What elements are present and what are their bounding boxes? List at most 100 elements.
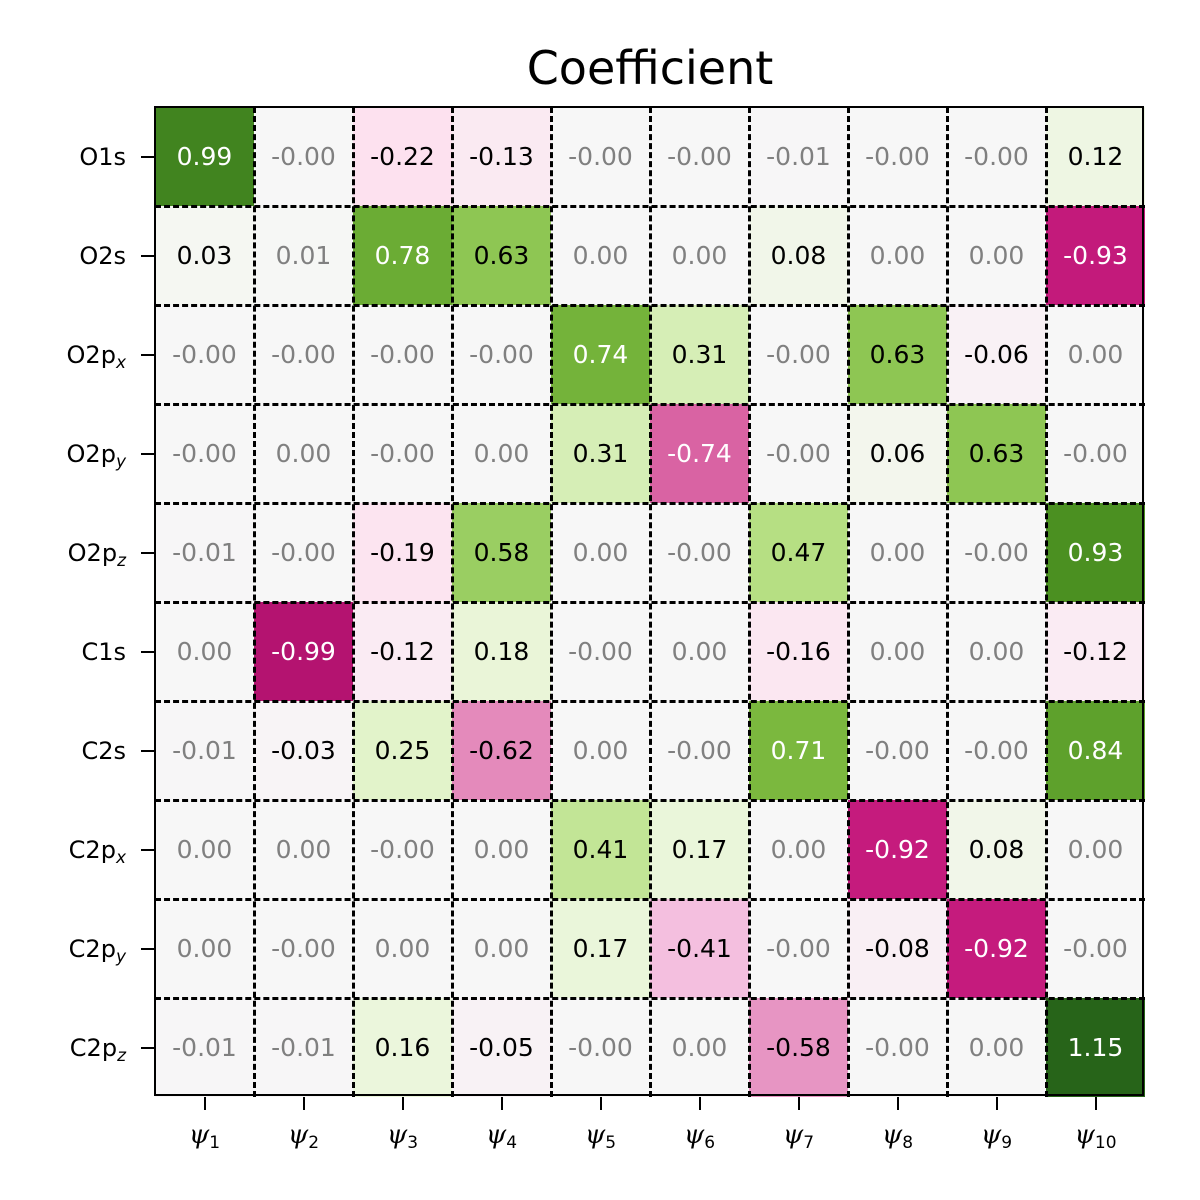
grid-line-horizontal [155,303,1145,307]
y-tick-label: O2pz [68,538,126,576]
heatmap-cell: -0.19 [353,503,452,602]
heatmap-cell: -0.01 [155,998,254,1097]
heatmap-cell: -0.13 [452,107,551,206]
heatmap-cell: 0.00 [155,899,254,998]
y-tick-label-subscript: y [115,946,126,967]
y-tick-label-base: C1s [81,637,126,666]
y-tick-label-base: O2s [79,241,126,270]
x-tick [599,1097,602,1110]
y-tick-label-base: O1s [79,142,126,171]
heatmap-cell: -0.00 [353,800,452,899]
heatmap-cell: -0.00 [1046,899,1145,998]
heatmap-cell: -0.00 [254,305,353,404]
heatmap-cell: -0.01 [155,701,254,800]
y-tick-label-base: O2p [66,340,116,369]
heatmap-cell: -0.00 [848,998,947,1097]
heatmap-cell: -0.00 [353,404,452,503]
x-tick-label-base: ψ [287,1120,309,1150]
y-tick [141,848,154,851]
heatmap-cell: -0.00 [155,305,254,404]
heatmap-cell: -0.05 [452,998,551,1097]
x-tick [203,1097,206,1110]
x-tick-label: ψ3 [363,1120,443,1153]
heatmap-cell: 0.00 [947,602,1046,701]
heatmap-cell: -0.00 [947,107,1046,206]
heatmap-cell: 0.01 [254,206,353,305]
heatmap-cell: 0.00 [155,800,254,899]
x-tick-label-base: ψ [386,1120,408,1150]
heatmap-cell: -0.00 [749,404,848,503]
heatmap-cell: 0.00 [551,701,650,800]
heatmap-cell: 0.00 [155,602,254,701]
heatmap-cell: 0.00 [848,206,947,305]
heatmap-cell: 0.18 [452,602,551,701]
heatmap-cell: -0.00 [749,305,848,404]
heatmap-cell: -0.92 [947,899,1046,998]
heatmap-cell: 0.17 [650,800,749,899]
heatmap-cell: 0.00 [848,602,947,701]
x-tick-label-base: ψ [188,1120,210,1150]
y-tick-label-base: C2s [81,736,126,765]
y-tick [141,650,154,653]
heatmap-cell: -0.16 [749,602,848,701]
x-tick-label: ψ10 [1056,1120,1136,1153]
x-tick [896,1097,899,1110]
heatmap-cell: -0.00 [848,107,947,206]
heatmap-cell: -0.99 [254,602,353,701]
heatmap-cell: -0.74 [650,404,749,503]
x-tick [1094,1097,1097,1110]
grid-line-horizontal [155,402,1145,406]
x-tick-label: ψ8 [858,1120,938,1153]
heatmap-cell: 0.78 [353,206,452,305]
heatmap-cell: -0.41 [650,899,749,998]
heatmap-cell: 0.00 [947,998,1046,1097]
y-tick [141,551,154,554]
heatmap-cell: 0.99 [155,107,254,206]
heatmap-cell: 0.84 [1046,701,1145,800]
heatmap-cell: -0.06 [947,305,1046,404]
heatmap-cell: -0.00 [551,602,650,701]
heatmap-cell: 0.00 [749,800,848,899]
heatmap-cell: -0.01 [155,503,254,602]
heatmap-cell: 0.00 [353,899,452,998]
heatmap-cell: -0.58 [749,998,848,1097]
heatmap-cell: 0.00 [650,998,749,1097]
heatmap-cell: -0.08 [848,899,947,998]
y-tick-label: O2py [67,439,126,477]
heatmap-cell: 0.00 [1046,800,1145,899]
x-tick-label-subscript: 9 [1001,1133,1013,1153]
heatmap-cell: 0.74 [551,305,650,404]
heatmap-cell: -0.00 [353,305,452,404]
y-tick [141,353,154,356]
y-tick [141,947,154,950]
x-tick [500,1097,503,1110]
heatmap-cell: -0.00 [254,899,353,998]
x-tick [401,1097,404,1110]
y-tick-label: C2px [69,835,126,873]
heatmap-cell: -0.00 [947,503,1046,602]
heatmap-cell: 0.47 [749,503,848,602]
x-tick-label-subscript: 6 [704,1133,716,1153]
y-tick-label: C2py [69,934,126,972]
heatmap-cell: 0.17 [551,899,650,998]
grid-line-horizontal [155,699,1145,703]
x-tick-label-subscript: 4 [506,1133,518,1153]
x-tick-label: ψ9 [957,1120,1037,1153]
x-tick-label-base: ψ [881,1120,903,1150]
x-tick-label: ψ5 [561,1120,641,1153]
heatmap-cell: -0.12 [1046,602,1145,701]
y-tick-label-base: C2p [69,1033,118,1062]
x-tick-label-base: ψ [980,1120,1002,1150]
x-tick [995,1097,998,1110]
x-tick-label-subscript: 5 [605,1133,617,1153]
heatmap-plot-area: 0.99 -0.00 -0.22 -0.13 -0.00 -0.00 -0.01 -0.00-… [155,107,1145,1097]
x-tick [797,1097,800,1110]
heatmap-cell: 0.00 [452,800,551,899]
x-tick-label-base: ψ [1074,1120,1095,1150]
heatmap-cell: -0.00 [155,404,254,503]
heatmap-cell: -0.00 [650,503,749,602]
heatmap-cell: 0.25 [353,701,452,800]
y-tick-label-subscript: y [115,451,126,472]
heatmap-cell: 0.31 [650,305,749,404]
heatmap-cell: 0.00 [1046,305,1145,404]
